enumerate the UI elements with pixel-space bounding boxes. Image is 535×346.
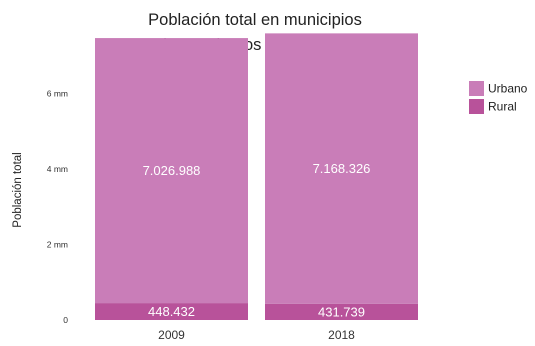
legend: Urbano Rural: [469, 81, 528, 114]
bar-rural-2018: [265, 303, 418, 320]
x-tick-label: 2018: [328, 328, 355, 342]
y-tick-label: 4 mm: [47, 164, 68, 174]
data-label-urbano-2009: 7.026.988: [143, 163, 201, 178]
plot-area: 0 2 mm 4 mm 6 mm 448.432 7.026.988 2009 431.739…: [47, 33, 418, 342]
legend-swatch-rural: [469, 99, 484, 114]
legend-label-rural: Rural: [488, 100, 517, 114]
bar-urbano-2018: [265, 33, 418, 304]
bar-rural-2009: [95, 303, 248, 320]
data-label-urbano-2018: 7.168.326: [313, 161, 371, 176]
data-label-rural-2009: 448.432: [148, 304, 195, 319]
y-tick-label: 0: [63, 315, 68, 325]
x-tick-label: 2009: [158, 328, 185, 342]
y-tick-label: 2 mm: [47, 240, 68, 250]
legend-label-urbano: Urbano: [488, 82, 528, 96]
bar-urbano-2009: [95, 38, 248, 304]
y-axis-label: Población total: [12, 152, 24, 227]
data-label-rural-2018: 431.739: [318, 304, 365, 319]
y-tick-label: 6 mm: [47, 89, 68, 99]
chart-title-line-1: Población total en municipios: [148, 11, 362, 29]
legend-swatch-urbano: [469, 81, 484, 96]
